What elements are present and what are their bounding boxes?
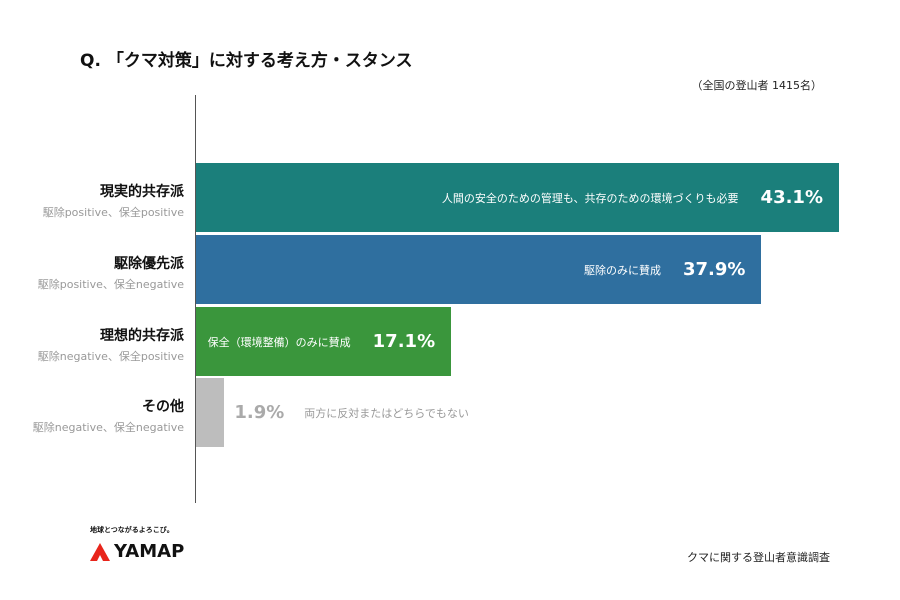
bar-label: 保全（環境整備）のみに賛成 17.1% [208,307,435,376]
bar [196,378,225,447]
category-name: 駆除優先派 [114,256,184,272]
category-name: 理想的共存派 [100,328,184,344]
value-label: 17.1% [372,331,436,352]
category-subtitle: 駆除positive、保全positive [42,206,184,219]
category-name: その他 [142,399,184,415]
bar: 保全（環境整備）のみに賛成 17.1% [196,307,452,376]
bar-description: 両方に反対またはどちらでもない [304,406,469,420]
category-subtitle: 駆除negative、保全positive [37,350,184,363]
bar-label: 1.9% 両方に反対またはどちらでもない [234,378,469,447]
bar: 人間の安全のための管理も、共存のための環境づくりも必要 43.1% [196,163,839,232]
category-label: 駆除優先派 駆除positive、保全negative [38,253,184,292]
bar: 駆除のみに賛成 37.9% [196,235,762,304]
category-subtitle: 駆除positive、保全negative [37,278,184,291]
y-axis-line [195,95,196,503]
category-label: 現実的共存派 駆除positive、保全positive [43,181,184,220]
bar-label: 駆除のみに賛成 37.9% [584,235,745,304]
category-subtitle: 駆除negative、保全negative [32,421,184,434]
category-label: 理想的共存派 駆除negative、保全positive [38,325,184,364]
yamap-logo: 地球とつながるよろこび。 YAMAP [90,525,184,562]
mountain-logo-icon [90,542,110,561]
chart-title: Q. 「クマ対策」に対する考え方・スタンス [80,51,413,71]
sample-size-note: （全国の登山者 1415名） [691,79,823,92]
category-name: 現実的共存派 [100,184,184,200]
logo-brand: YAMAP [114,541,185,562]
value-label: 37.9% [682,259,746,280]
bar-description: 人間の安全のための管理も、共存のための環境づくりも必要 [441,191,739,205]
bar-description: 駆除のみに賛成 [583,263,661,277]
bar-description: 保全（環境整備）のみに賛成 [207,335,351,349]
logo-tagline: 地球とつながるよろこび。 [90,526,174,534]
category-label: その他 駆除negative、保全negative [33,396,184,435]
survey-name: クマに関する登山者意識調査 [687,551,830,564]
bar-label: 人間の安全のための管理も、共存のための環境づくりも必要 43.1% [442,163,823,232]
value-label: 43.1% [760,187,823,208]
value-label: 1.9% [234,402,285,423]
